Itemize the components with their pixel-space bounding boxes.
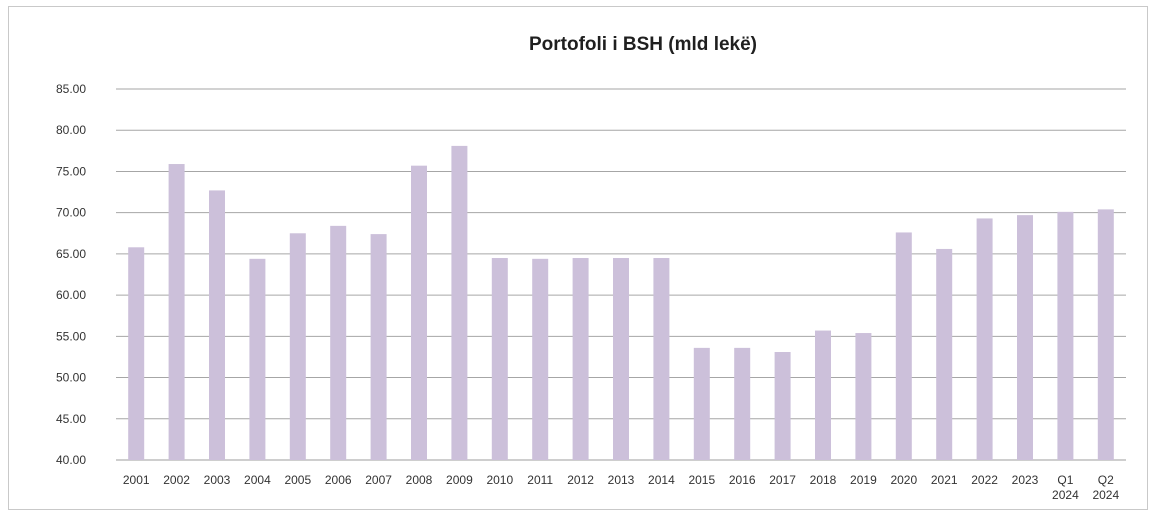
bar xyxy=(249,258,266,460)
x-tick-label: 2023 xyxy=(1012,473,1039,487)
x-tick-label: 2011 xyxy=(527,473,553,487)
bar xyxy=(330,225,347,460)
x-tick-label: 2021 xyxy=(931,473,958,487)
bars xyxy=(128,145,1114,461)
x-tick-label: 2015 xyxy=(688,473,715,487)
x-tick-label: Q1 xyxy=(1057,473,1073,487)
y-tick-label: 40.00 xyxy=(56,453,86,467)
bar xyxy=(168,164,185,460)
bar xyxy=(693,347,710,460)
bar xyxy=(976,218,993,460)
bar xyxy=(532,258,549,460)
x-tick-label: 2006 xyxy=(325,473,352,487)
bar xyxy=(1017,215,1033,460)
x-tick-label: 2017 xyxy=(769,473,796,487)
y-tick-label: 80.00 xyxy=(56,123,86,137)
chart-title: Portofoli i BSH (mld lekë) xyxy=(528,34,758,55)
bar xyxy=(209,190,225,460)
y-tick-label: 55.00 xyxy=(56,329,86,343)
bar xyxy=(613,258,629,460)
x-axis-ticks: 2001 2002 2003 2004 2005 2006 2007 2008 2009 2010… xyxy=(123,473,1120,502)
x-tick-label: 2002 xyxy=(163,473,190,487)
bar xyxy=(653,258,670,460)
x-tick-label: 2016 xyxy=(729,473,756,487)
bar xyxy=(572,258,589,460)
x-tick-label: 2018 xyxy=(810,473,837,487)
x-tick-label: Q2 xyxy=(1098,473,1114,487)
x-tick-label: 2003 xyxy=(204,473,231,487)
x-tick-label: 2020 xyxy=(890,473,917,487)
x-tick-label: 2010 xyxy=(486,473,513,487)
bar xyxy=(451,145,468,461)
bar xyxy=(936,248,953,460)
y-tick-label: 65.00 xyxy=(56,247,86,261)
bar xyxy=(1057,211,1074,460)
x-tick-label: 2024 xyxy=(1092,488,1119,502)
x-tick-label: 2022 xyxy=(971,473,998,487)
bar xyxy=(815,330,831,460)
bar xyxy=(734,347,751,460)
x-tick-label: 2019 xyxy=(850,473,877,487)
bar xyxy=(855,333,872,460)
bar xyxy=(895,232,912,460)
y-tick-label: 60.00 xyxy=(56,288,86,302)
bar xyxy=(289,233,306,460)
x-tick-label: 2014 xyxy=(648,473,675,487)
x-tick-label: 2001 xyxy=(123,473,150,487)
y-tick-label: 50.00 xyxy=(56,371,86,385)
y-axis-ticks: 40.00 45.00 50.00 55.00 60.00 65.00 70.00 75.00… xyxy=(56,82,86,467)
y-tick-label: 70.00 xyxy=(56,206,86,220)
x-tick-label: 2007 xyxy=(365,473,392,487)
bar xyxy=(128,247,145,460)
x-tick-label: 2012 xyxy=(567,473,594,487)
x-tick-label: 2008 xyxy=(406,473,433,487)
bar xyxy=(411,165,427,460)
bar xyxy=(774,351,791,460)
x-tick-label: 2005 xyxy=(284,473,311,487)
x-tick-label: 2013 xyxy=(608,473,635,487)
x-tick-label: 2004 xyxy=(244,473,271,487)
y-tick-label: 75.00 xyxy=(56,164,86,178)
bar xyxy=(370,234,387,460)
y-tick-label: 85.00 xyxy=(56,82,86,96)
bar xyxy=(491,258,508,460)
bar xyxy=(1097,209,1114,460)
y-tick-label: 45.00 xyxy=(56,412,86,426)
x-tick-label: 2024 xyxy=(1052,488,1079,502)
x-tick-label: 2009 xyxy=(446,473,473,487)
